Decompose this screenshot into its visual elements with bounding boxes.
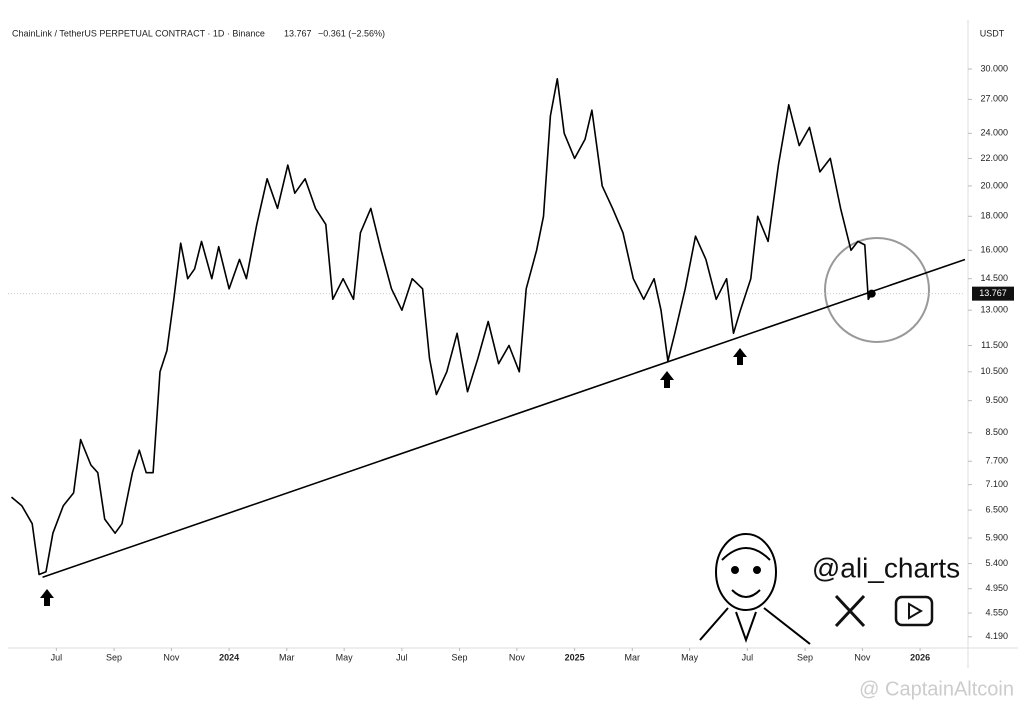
y-tick-label: 10.500 — [980, 366, 1008, 376]
y-tick-label: 27.000 — [980, 94, 1008, 104]
x-tick-label: 2025 — [565, 652, 585, 662]
x-tick-label: Sep — [452, 652, 468, 662]
play-icon — [908, 602, 923, 620]
y-tick-label: 8.500 — [985, 427, 1008, 437]
y-tick-label: 4.550 — [985, 607, 1008, 617]
x-tick-label: May — [336, 652, 354, 662]
y-tick-label: 16.000 — [980, 245, 1008, 255]
x-tick-label: 2024 — [219, 652, 239, 662]
source-watermark: @ CaptainAltcoin — [859, 678, 1014, 700]
trendline — [42, 258, 966, 579]
y-tick-label: 5.400 — [985, 558, 1008, 568]
y-tick-label: 9.500 — [985, 395, 1008, 405]
arrow — [40, 589, 54, 606]
x-tick-label: Jul — [742, 652, 754, 662]
price-line — [10, 78, 873, 576]
x-tick-label: May — [681, 652, 699, 662]
watermark: @ali_charts — [812, 552, 960, 583]
highlight-circle — [824, 237, 930, 343]
y-tick-label: 14.500 — [980, 273, 1008, 283]
x-tick-label: Nov — [854, 652, 871, 662]
y-tick-label: 5.900 — [985, 532, 1008, 542]
y-tick-label: 7.100 — [985, 479, 1008, 489]
arrow — [733, 348, 747, 365]
x-tick-label: Sep — [797, 652, 813, 662]
y-tick-label: 20.000 — [980, 180, 1008, 190]
x-tick-label: 2026 — [910, 652, 930, 662]
avatar — [699, 533, 811, 645]
last-point — [867, 289, 876, 298]
header-change: −0.361 (−2.56%) — [318, 28, 385, 38]
y-tick-label: 24.000 — [980, 128, 1008, 138]
x-tick-label: Jul — [396, 652, 408, 662]
y-tick-label: 7.700 — [985, 456, 1008, 466]
last-price-label: 13.767 — [979, 288, 1007, 298]
header-price: 13.767 — [284, 28, 312, 38]
x-tick-label: Mar — [279, 652, 295, 662]
y-tick-label: 30.000 — [980, 63, 1008, 73]
arrow — [660, 371, 674, 388]
y-tick-label: 18.000 — [980, 211, 1008, 221]
last-price-box — [972, 286, 1014, 301]
chart-title: ChainLink / TetherUS PERPETUAL CONTRACT … — [12, 28, 265, 38]
x-tick-label: Mar — [625, 652, 641, 662]
play-icon — [894, 595, 934, 627]
y-tick-label: 4.190 — [985, 631, 1008, 641]
x-tick-label: Sep — [106, 652, 122, 662]
y-tick-label: 22.000 — [980, 153, 1008, 163]
y-tick-label: 6.500 — [985, 504, 1008, 514]
x-tick-label: Nov — [163, 652, 180, 662]
y-tick-label: 13.000 — [980, 305, 1008, 315]
y-tick-label: 4.950 — [985, 583, 1008, 593]
axis-unit: USDT — [980, 28, 1005, 38]
x-tick-label: Nov — [509, 652, 526, 662]
x-icon — [834, 594, 866, 628]
y-tick-label: 11.500 — [981, 340, 1008, 350]
x-tick-label: Jul — [51, 652, 63, 662]
